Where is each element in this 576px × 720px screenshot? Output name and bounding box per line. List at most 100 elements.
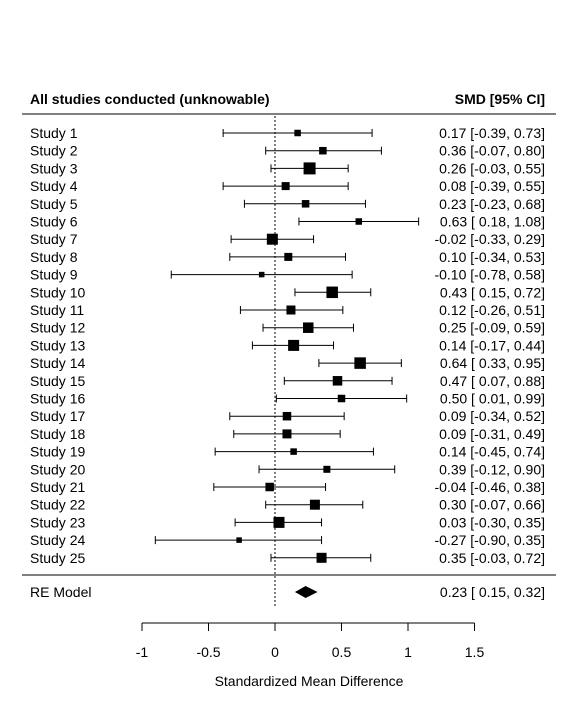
study-ci-text: 0.36 [-0.07, 0.80] (439, 143, 545, 159)
study-label: Study 23 (30, 514, 85, 530)
study-label: Study 13 (30, 337, 85, 353)
study-row: Study 14 0.64 [ 0.33, 0.95] (30, 355, 545, 371)
point-estimate-square (284, 252, 293, 261)
study-label: Study 8 (30, 249, 78, 265)
study-row: Study 20 0.39 [-0.12, 0.90] (30, 461, 545, 477)
study-row: Study 18 0.09 [-0.31, 0.49] (30, 426, 545, 442)
study-row: Study 2 0.36 [-0.07, 0.80] (30, 143, 545, 159)
summary-ci-text: 0.23 [ 0.15, 0.32] (440, 584, 545, 600)
study-ci-text: 0.25 [-0.09, 0.59] (439, 320, 545, 336)
study-row: Study 8 0.10 [-0.34, 0.53] (30, 249, 545, 265)
study-row: Study 25 0.35 [-0.03, 0.72] (30, 550, 545, 566)
point-estimate-square (282, 429, 292, 439)
study-label: Study 17 (30, 408, 85, 424)
study-row: Study 24 -0.27 [-0.90, 0.35] (30, 532, 545, 548)
x-tick-label: 1 (404, 644, 412, 660)
point-estimate-square (326, 286, 338, 299)
study-row: Study 15 0.47 [ 0.07, 0.88] (30, 373, 545, 389)
point-estimate-square (236, 537, 242, 543)
point-estimate-square (258, 271, 265, 278)
study-row: Study 7 -0.02 [-0.33, 0.29] (30, 231, 545, 247)
study-rows: Study 1 0.17 [-0.39, 0.73] Study 2 0.36 [-0… (30, 125, 545, 566)
study-row: Study 9 -0.10 [-0.78, 0.58] (30, 267, 545, 283)
study-ci-text: 0.35 [-0.03, 0.72] (439, 550, 545, 566)
summary-row: RE Model 0.23 [ 0.15, 0.32] (30, 584, 545, 600)
study-label: Study 16 (30, 391, 85, 407)
study-ci-text: 0.39 [-0.12, 0.90] (439, 461, 545, 477)
summary-label: RE Model (30, 584, 91, 600)
x-axis: -1 -0.5 0 0.5 1 1.5 (136, 622, 485, 660)
study-label: Study 19 (30, 444, 85, 460)
study-ci-text: -0.10 [-0.78, 0.58] (434, 267, 545, 283)
study-row: Study 22 0.30 [-0.07, 0.66] (30, 497, 545, 513)
summary-diamond (294, 586, 318, 598)
study-ci-text: 0.50 [ 0.01, 0.99] (440, 391, 545, 407)
study-row: Study 23 0.03 [-0.30, 0.35] (30, 514, 545, 530)
study-row: Study 19 0.14 [-0.45, 0.74] (30, 444, 545, 460)
point-estimate-square (286, 305, 296, 315)
point-estimate-square (301, 200, 310, 208)
study-label: Study 25 (30, 550, 85, 566)
point-estimate-square (265, 482, 274, 492)
study-label: Study 2 (30, 143, 78, 159)
study-ci-text: -0.02 [-0.33, 0.29] (434, 231, 545, 247)
point-estimate-square (303, 162, 316, 175)
x-axis-label: Standardized Mean Difference (215, 673, 404, 689)
study-label: Study 9 (30, 267, 78, 283)
study-label: Study 11 (30, 302, 84, 318)
study-row: Study 13 0.14 [-0.17, 0.44] (30, 337, 545, 353)
study-label: Study 14 (30, 355, 85, 371)
study-ci-text: 0.26 [-0.03, 0.55] (439, 160, 545, 176)
point-estimate-square (354, 357, 366, 369)
study-label: Study 1 (30, 125, 78, 141)
x-tick-label: 0 (271, 644, 279, 660)
study-row: Study 12 0.25 [-0.09, 0.59] (30, 320, 545, 336)
study-row: Study 10 0.43 [ 0.15, 0.72] (30, 284, 545, 300)
study-ci-text: -0.27 [-0.90, 0.35] (434, 532, 545, 548)
study-row: Study 3 0.26 [-0.03, 0.55] (30, 160, 545, 176)
study-ci-text: 0.17 [-0.39, 0.73] (439, 125, 545, 141)
header-left: All studies conducted (unknowable) (30, 91, 270, 107)
study-label: Study 12 (30, 320, 85, 336)
study-row: Study 5 0.23 [-0.23, 0.68] (30, 196, 545, 212)
point-estimate-square (281, 182, 290, 191)
study-ci-text: 0.43 [ 0.15, 0.72] (440, 284, 545, 300)
study-ci-text: 0.12 [-0.26, 0.51] (439, 302, 545, 318)
study-label: Study 10 (30, 284, 85, 300)
study-ci-text: 0.47 [ 0.07, 0.88] (440, 373, 545, 389)
study-label: Study 6 (30, 214, 78, 230)
study-label: Study 22 (30, 497, 85, 513)
study-ci-text: 0.23 [-0.23, 0.68] (439, 196, 545, 212)
study-ci-text: 0.63 [ 0.18, 1.08] (440, 214, 545, 230)
study-label: Study 20 (30, 461, 85, 477)
study-row: Study 4 0.08 [-0.39, 0.55] (30, 178, 545, 194)
point-estimate-square (266, 233, 278, 245)
study-label: Study 21 (30, 479, 85, 495)
x-tick-label: -0.5 (196, 644, 220, 660)
study-row: Study 11 0.12 [-0.26, 0.51] (30, 302, 545, 318)
study-label: Study 18 (30, 426, 85, 442)
point-estimate-square (288, 339, 300, 351)
header-right: SMD [95% CI] (455, 91, 545, 107)
x-tick-label: 0.5 (332, 644, 352, 660)
point-estimate-square (290, 448, 297, 455)
study-label: Study 7 (30, 231, 78, 247)
point-estimate-square (316, 552, 327, 563)
study-row: Study 1 0.17 [-0.39, 0.73] (30, 125, 545, 141)
study-label: Study 4 (30, 178, 78, 194)
point-estimate-square (294, 129, 301, 137)
study-ci-text: 0.09 [-0.31, 0.49] (439, 426, 545, 442)
point-estimate-square (303, 322, 314, 333)
x-tick-label: -1 (136, 644, 149, 660)
study-row: Study 6 0.63 [ 0.18, 1.08] (30, 214, 545, 230)
x-tick-label: 1.5 (465, 644, 485, 660)
point-estimate-square (355, 218, 363, 225)
point-estimate-square (337, 394, 346, 403)
study-label: Study 24 (30, 532, 85, 548)
point-estimate-square (319, 146, 327, 155)
study-ci-text: 0.30 [-0.07, 0.66] (439, 497, 545, 513)
point-estimate-square (273, 516, 285, 528)
point-estimate-square (282, 411, 292, 421)
point-estimate-square (332, 376, 343, 386)
